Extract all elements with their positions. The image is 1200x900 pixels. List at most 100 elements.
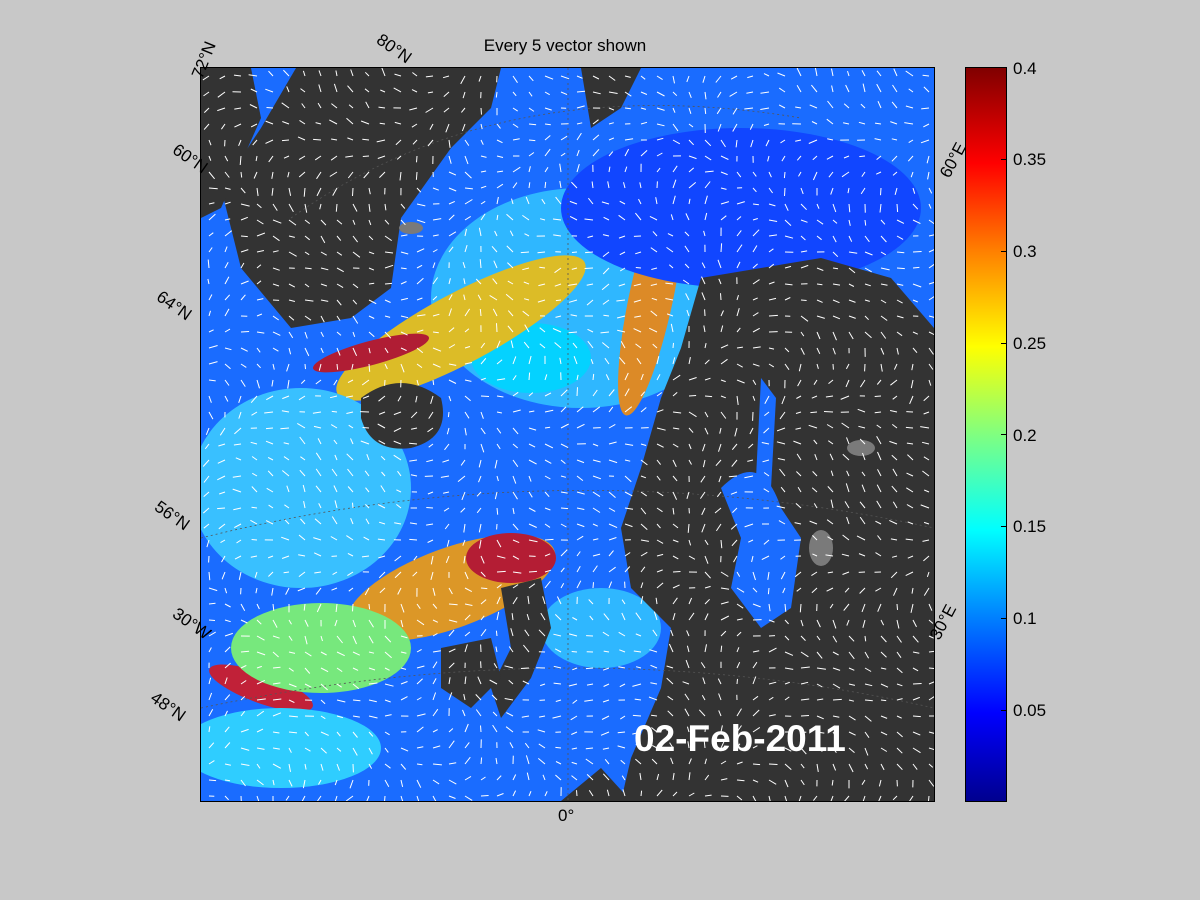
current-vector [256, 665, 262, 669]
current-vector [808, 139, 818, 144]
current-vector [720, 587, 730, 590]
current-vector [816, 747, 823, 752]
current-vector [384, 282, 393, 285]
current-vector [847, 187, 850, 194]
current-vector [463, 278, 466, 285]
current-vector [512, 107, 518, 112]
current-vector [553, 665, 562, 669]
current-vector [224, 347, 232, 351]
current-vector [904, 122, 914, 125]
current-vector [768, 779, 777, 785]
current-vector [544, 75, 554, 80]
current-vector [523, 281, 530, 285]
current-vector [352, 651, 361, 656]
current-vector [608, 550, 614, 557]
current-vector [720, 215, 727, 221]
current-vector [656, 152, 663, 157]
current-vector [800, 250, 808, 253]
current-vector [668, 264, 674, 269]
current-vector [924, 489, 930, 493]
current-vector [432, 262, 436, 269]
current-vector [656, 539, 664, 544]
current-vector [224, 218, 231, 221]
current-vector [448, 587, 453, 595]
current-vector [576, 475, 584, 481]
current-vector [825, 554, 834, 557]
current-vector [700, 475, 706, 483]
current-vector [890, 571, 898, 579]
current-vector [891, 138, 898, 141]
current-vector [813, 795, 818, 801]
current-vector [640, 443, 647, 446]
current-vector [271, 379, 274, 387]
current-vector [588, 197, 594, 205]
current-vector [572, 342, 578, 349]
current-vector [217, 107, 226, 112]
current-vector [585, 667, 594, 670]
current-vector [920, 426, 930, 429]
current-vector [272, 267, 280, 271]
current-vector [334, 795, 338, 801]
current-vector [412, 72, 418, 77]
current-vector [608, 523, 618, 529]
current-vector [380, 89, 386, 93]
current-vector [272, 619, 278, 628]
current-vector [908, 88, 914, 93]
current-vector [736, 743, 741, 749]
current-vector [512, 356, 517, 365]
current-vector [208, 708, 214, 717]
current-vector [717, 91, 722, 98]
current-vector [670, 323, 674, 333]
current-vector [832, 698, 842, 701]
current-vector [720, 358, 728, 365]
current-vector [240, 379, 246, 387]
current-vector [672, 357, 676, 365]
current-vector [651, 297, 658, 301]
current-vector [656, 553, 664, 557]
current-vector [302, 779, 306, 789]
current-vector [832, 251, 839, 258]
current-vector [921, 441, 930, 445]
current-vector [576, 535, 584, 541]
current-vector [281, 410, 290, 413]
current-vector [768, 187, 774, 194]
current-vector [528, 355, 532, 365]
current-vector [203, 107, 210, 113]
current-vector [784, 763, 792, 770]
current-vector [272, 731, 280, 734]
current-vector [346, 411, 354, 414]
current-vector [840, 395, 850, 400]
current-vector [282, 395, 290, 400]
current-vector [928, 650, 934, 653]
current-vector [528, 182, 531, 189]
current-vector [224, 632, 233, 637]
current-vector [640, 491, 647, 497]
current-vector [896, 651, 902, 658]
current-vector [848, 763, 854, 773]
current-vector [928, 696, 934, 701]
current-vector [396, 504, 402, 509]
current-vector [874, 122, 882, 125]
current-vector [684, 231, 690, 237]
current-vector [544, 507, 551, 511]
current-vector [704, 644, 707, 653]
current-vector [640, 475, 647, 479]
current-vector [928, 763, 934, 768]
current-vector [905, 538, 914, 541]
current-vector [346, 395, 354, 398]
current-vector [360, 120, 370, 125]
current-vector [716, 107, 722, 115]
current-vector [315, 379, 322, 385]
current-vector [656, 427, 666, 431]
current-vector [208, 587, 218, 592]
current-vector [686, 309, 690, 317]
current-vector [400, 603, 405, 613]
current-vector [288, 331, 294, 339]
current-vector [672, 443, 679, 448]
current-vector [880, 363, 883, 372]
current-vector [688, 555, 696, 560]
current-vector [858, 553, 866, 557]
current-vector [842, 453, 850, 461]
current-vector [731, 539, 738, 547]
current-vector [624, 166, 628, 173]
